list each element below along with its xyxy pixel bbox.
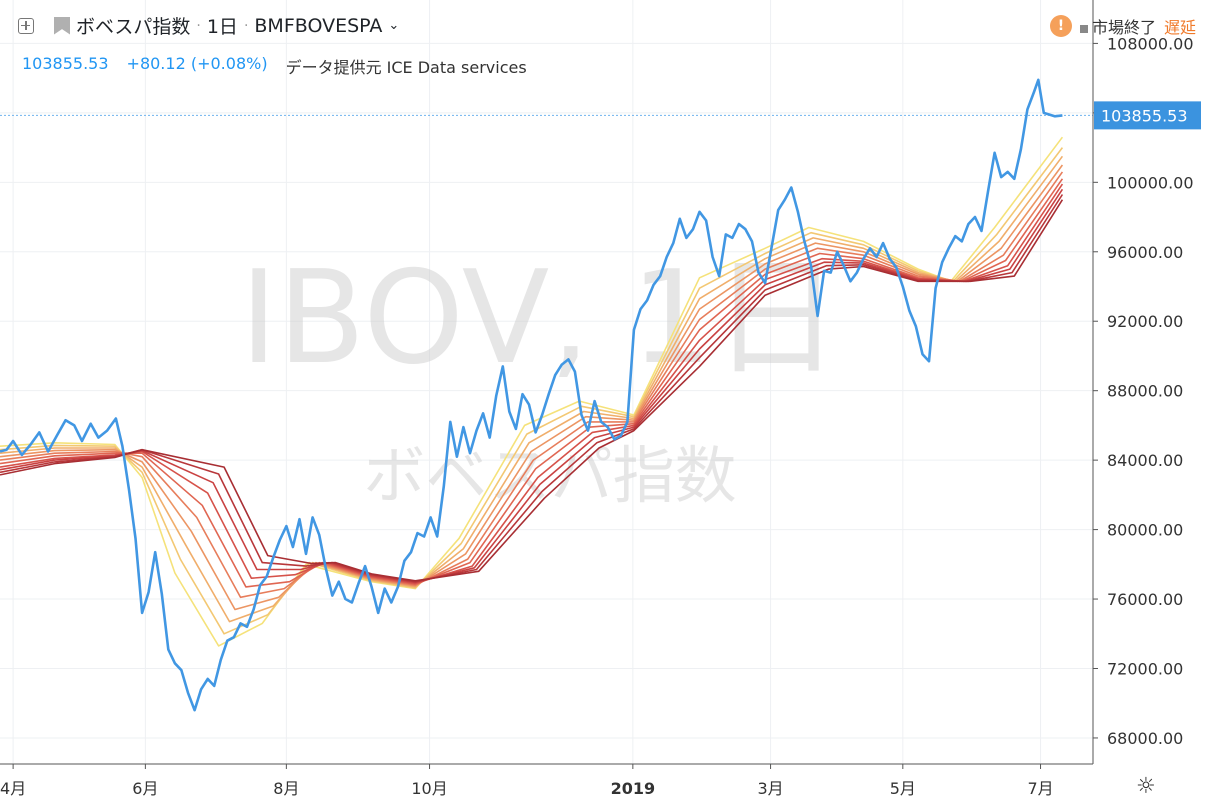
chevron-down-icon[interactable]: ⌄ [388,18,400,33]
x-tick-label: 10月 [411,779,447,798]
last-price-label: 103855.53 [1094,101,1201,130]
price-axis: 108000.00104000.00100000.0096000.0092000… [1093,34,1194,748]
y-tick-label: 68000.00 [1107,729,1183,748]
y-tick-label: 76000.00 [1107,590,1183,609]
market-status: ! 市場終了 遅延 [1049,14,1196,38]
ma-line [0,194,1064,583]
y-tick-label: 80000.00 [1107,521,1183,540]
ma-line [0,136,1064,647]
x-tick-label: 3月 [757,779,783,798]
square-icon [1079,25,1088,33]
x-tick-label: 2019 [611,779,656,798]
settings-gear-icon[interactable]: ☼ [1136,774,1156,799]
y-tick-label: 92000.00 [1107,312,1183,331]
ma-line [0,178,1064,588]
x-tick-label: 6月 [132,779,158,798]
gridlines [0,0,1093,764]
y-tick-label: 100000.00 [1107,173,1194,192]
expand-icon[interactable] [18,17,34,34]
exchange-symbol[interactable]: BMFBOVESPA [254,14,383,37]
x-tick-label: 4月 [0,779,26,798]
ma-line [0,164,1064,611]
last-price: 103855.53 [22,54,109,73]
y-tick-label: 84000.00 [1107,451,1183,470]
x-tick-label: 5月 [890,779,916,798]
watermark-symbol: IBOV, 1日 [240,244,840,393]
separator-dot: · [243,17,249,34]
ma-line [0,188,1064,584]
time-axis: 4月 6月 8月 10月 2019 3月 5月 7月 [0,764,1054,798]
y-tick-label: 72000.00 [1107,660,1183,679]
price-axis-bg[interactable] [1093,0,1208,802]
y-tick-label: 108000.00 [1107,34,1194,53]
ma-line [0,199,1064,582]
y-tick-label: 88000.00 [1107,382,1183,401]
ma-line [0,183,1064,585]
x-tick-label: 7月 [1027,779,1053,798]
data-provider: データ提供元 ICE Data services [285,58,527,77]
interval-label[interactable]: 1日 [206,16,238,38]
separator-dot: · [196,17,201,34]
last-price-tag [1094,101,1201,130]
flag-icon [54,16,70,35]
warning-icon[interactable]: ! [1049,15,1072,37]
price-change: +80.12 (+0.08%) [126,54,268,73]
x-tick-label: 8月 [273,779,299,798]
last-price-tag-text: 103855.53 [1101,106,1188,125]
symbol-name: ボベスパ指数 [76,16,191,38]
chart-header: ボベスパ指数 · 1日 · BMFBOVESPA ⌄ 103855.53 +80… [0,0,1092,84]
market-status-text: 市場終了 [1079,14,1156,38]
ma-ribbon [0,136,1064,647]
ma-line [0,171,1064,599]
price-series-line [0,78,1063,712]
delay-badge[interactable]: 遅延 [1163,18,1196,37]
ma-line [0,147,1064,635]
y-tick-label: 96000.00 [1107,243,1183,262]
